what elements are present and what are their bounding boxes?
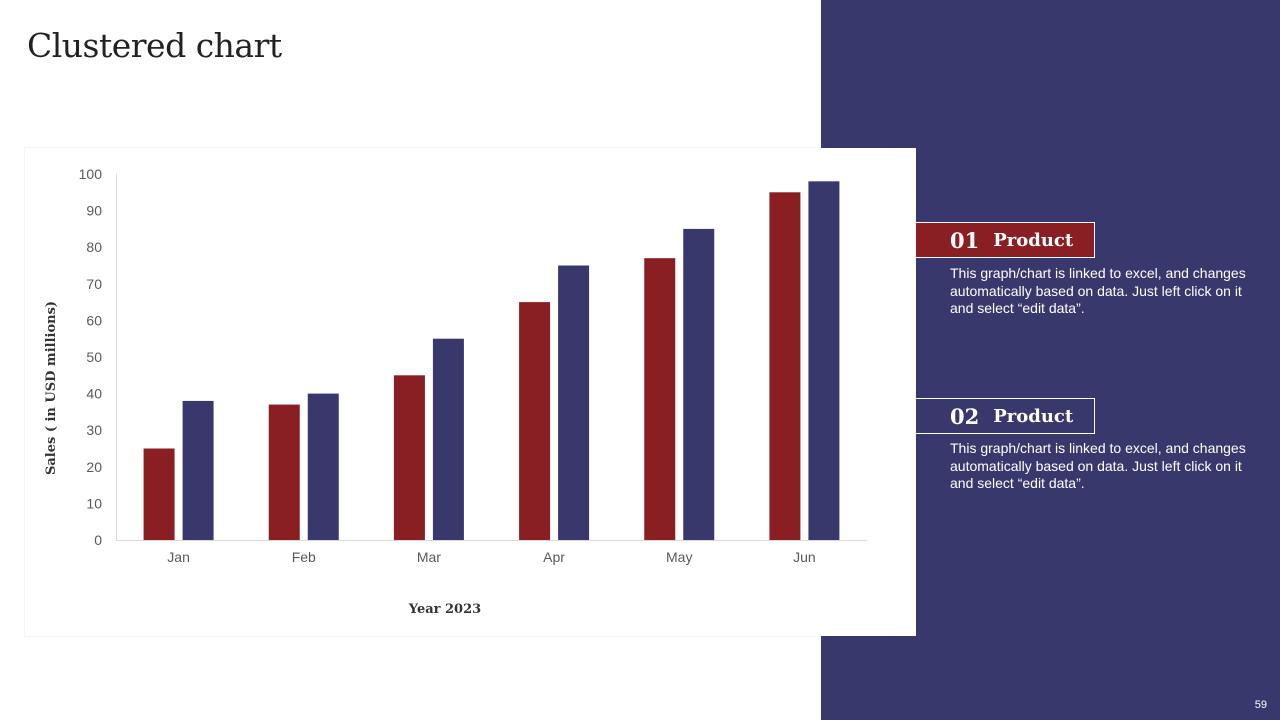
bar-series-2-mar[interactable] — [432, 338, 464, 540]
y-tick-label: 0 — [94, 532, 102, 548]
legend-item-2-label: Product — [993, 405, 1074, 427]
legend-item-1-number: 01 — [950, 227, 980, 253]
bar-series-1-may[interactable] — [644, 258, 676, 540]
x-axis-title: Year 2023 — [408, 602, 481, 617]
y-tick-label: 80 — [86, 239, 102, 255]
bar-series-1-apr[interactable] — [519, 302, 551, 540]
bar-series-1-feb[interactable] — [268, 404, 300, 540]
y-tick-label: 40 — [86, 386, 102, 402]
x-tick-label-apr: Apr — [543, 549, 565, 565]
y-tick-label: 10 — [86, 495, 102, 511]
bar-series-2-apr[interactable] — [558, 265, 590, 541]
y-tick-label: 70 — [86, 276, 102, 292]
y-tick-label: 60 — [86, 312, 102, 328]
y-tick-label: 50 — [86, 349, 102, 365]
bar-series-2-may[interactable] — [683, 228, 715, 540]
legend-item-2-description: This graph/chart is linked to excel, and… — [950, 440, 1246, 491]
y-axis-ticks: 0 10 20 30 40 50 60 70 80 90 100 — [79, 166, 103, 548]
bars — [143, 181, 840, 541]
y-tick-label: 20 — [86, 459, 102, 475]
legend-item-2: 02 Product — [915, 398, 1095, 434]
x-tick-label-jun: Jun — [793, 549, 816, 565]
bar-series-1-mar[interactable] — [393, 375, 425, 540]
bar-series-2-feb[interactable] — [307, 393, 339, 540]
bar-series-2-jan[interactable] — [182, 400, 214, 540]
x-axis-ticks: Jan Feb Mar Apr May Jun — [167, 549, 815, 565]
x-tick-label-feb: Feb — [292, 549, 316, 565]
clustered-bar-chart[interactable]: 0 10 20 30 40 50 60 70 80 90 100 Jan Feb Mar Apr May Ju… — [25, 148, 916, 636]
y-tick-label: 90 — [86, 203, 102, 219]
bar-series-1-jun[interactable] — [769, 192, 801, 541]
y-tick-label: 100 — [79, 166, 103, 182]
chart-card[interactable]: 0 10 20 30 40 50 60 70 80 90 100 Jan Feb Mar Apr May Ju… — [25, 148, 916, 636]
x-tick-label-jan: Jan — [167, 549, 190, 565]
legend-item-1-description: This graph/chart is linked to excel, and… — [950, 265, 1246, 316]
page-number: 59 — [1254, 699, 1267, 711]
legend-item-1: 01 Product — [915, 222, 1095, 258]
slide-title: Clustered chart — [27, 26, 282, 65]
y-tick-label: 30 — [86, 422, 102, 438]
x-tick-label-may: May — [666, 549, 692, 565]
y-axis-title: Sales ( in USD millions) — [44, 301, 59, 475]
bar-series-1-jan[interactable] — [143, 448, 175, 541]
legend-item-1-label: Product — [993, 229, 1074, 251]
x-tick-label-mar: Mar — [417, 549, 441, 565]
bar-series-2-jun[interactable] — [808, 181, 840, 540]
legend-item-2-number: 02 — [950, 403, 980, 429]
